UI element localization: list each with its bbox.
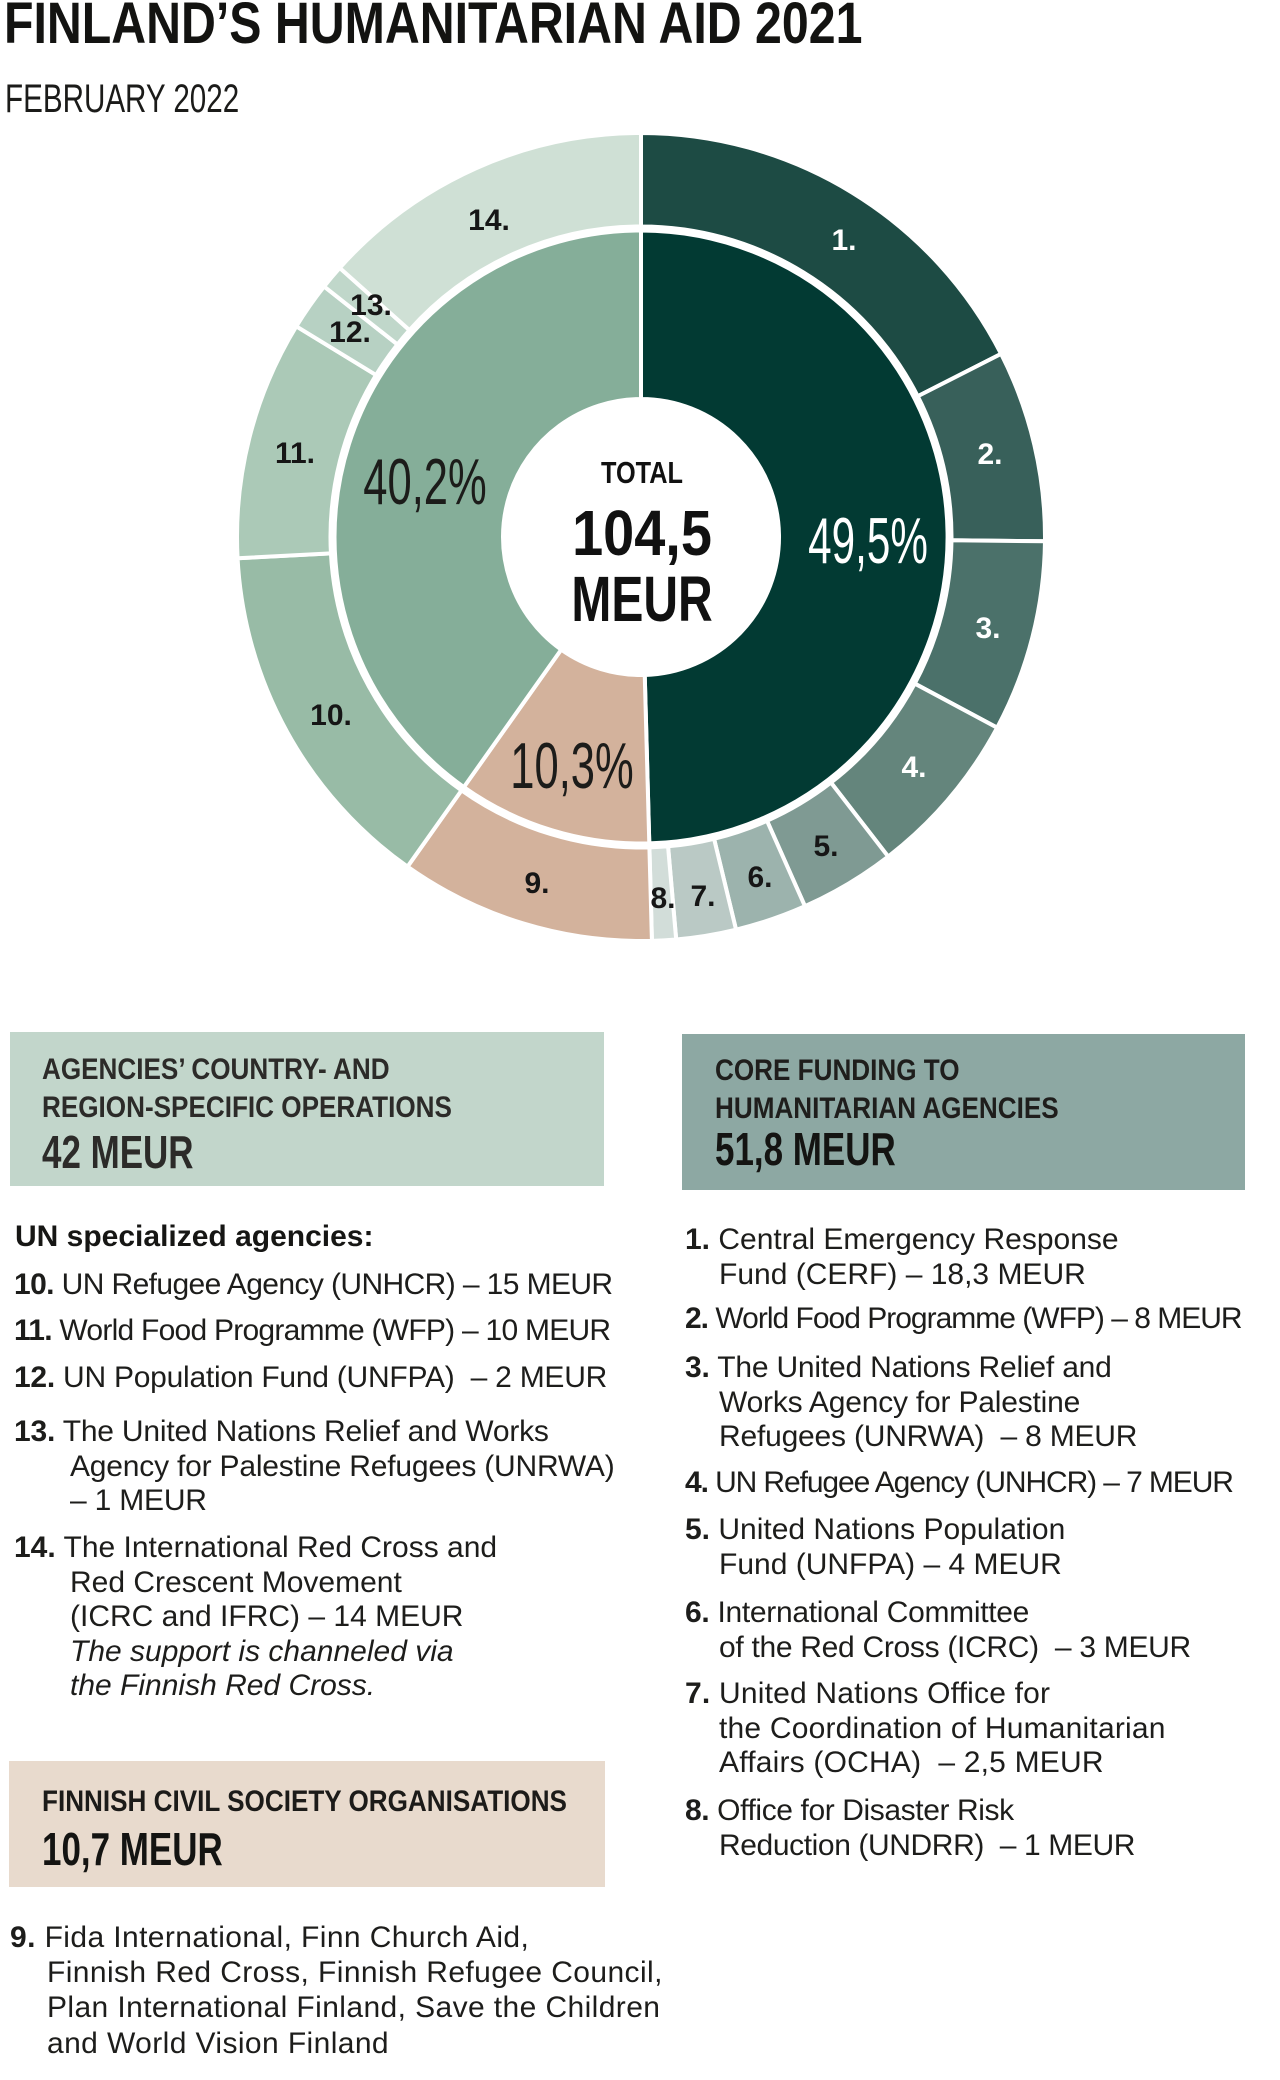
svg-text:7.: 7.: [690, 880, 715, 913]
svg-text:MEUR: MEUR: [571, 563, 712, 634]
svg-text:TOTAL: TOTAL: [601, 456, 683, 490]
svg-text:49,5%: 49,5%: [808, 504, 928, 578]
svg-text:13.: 13.: [350, 289, 392, 322]
svg-text:11.: 11.: [275, 437, 315, 470]
svg-text:40,2%: 40,2%: [363, 445, 486, 518]
svg-text:104,5: 104,5: [572, 497, 712, 568]
svg-text:14.: 14.: [468, 204, 510, 237]
svg-text:4.: 4.: [901, 751, 926, 784]
svg-text:10.: 10.: [310, 699, 352, 732]
svg-text:12.: 12.: [329, 316, 371, 349]
svg-text:9.: 9.: [524, 867, 549, 900]
svg-text:3.: 3.: [975, 612, 1000, 645]
svg-text:10,3%: 10,3%: [510, 729, 633, 802]
svg-text:6.: 6.: [747, 861, 772, 894]
svg-text:1.: 1.: [831, 224, 856, 257]
svg-text:8.: 8.: [650, 882, 675, 915]
svg-text:2.: 2.: [977, 438, 1002, 471]
svg-text:5.: 5.: [813, 830, 838, 863]
